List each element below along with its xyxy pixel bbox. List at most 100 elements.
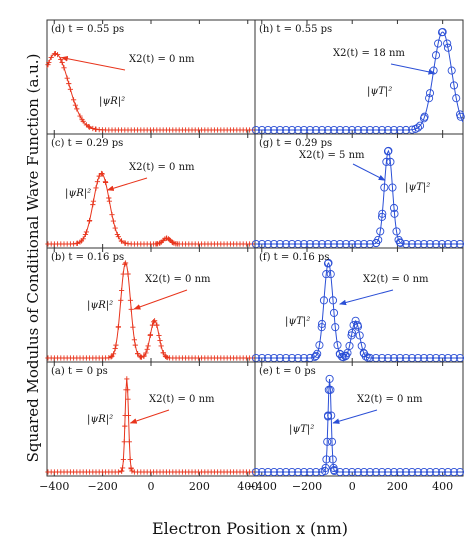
data-point	[347, 331, 356, 340]
data-point	[281, 467, 291, 477]
x-tick-label: 0	[349, 480, 356, 493]
data-point	[257, 467, 267, 477]
data-point	[329, 463, 338, 472]
data-point	[167, 237, 173, 243]
data-point	[401, 467, 411, 477]
data-point	[384, 146, 393, 155]
series-markers	[251, 27, 465, 135]
data-point	[118, 297, 124, 303]
data-point	[83, 229, 89, 235]
data-point	[345, 341, 354, 350]
data-point	[333, 341, 342, 350]
data-point	[407, 125, 417, 134]
data-point	[324, 258, 333, 267]
panel-frame	[254, 361, 464, 477]
data-point	[74, 240, 81, 246]
data-point	[125, 396, 131, 402]
data-point	[390, 209, 399, 218]
annotation-text: X2(t) = 0 nm	[149, 394, 215, 405]
data-point	[317, 319, 327, 328]
data-point	[127, 456, 133, 462]
data-point	[90, 202, 96, 208]
data-point	[415, 121, 425, 130]
data-point	[160, 350, 166, 356]
data-point	[347, 467, 357, 477]
data-point	[287, 467, 297, 477]
series-markers	[45, 376, 256, 475]
data-point	[118, 238, 124, 244]
data-point	[322, 455, 331, 464]
data-point	[380, 183, 389, 192]
series-markers	[45, 170, 256, 247]
data-point	[114, 231, 120, 238]
panel-a: (a) t = 0 ps X2(t) = 0 nm |ψR|² −400 −200 0 20…	[39, 361, 258, 493]
psi-label: |ψR|²	[87, 300, 113, 311]
psi-label: |ψR|²	[87, 414, 113, 425]
panel-label: (a) t = 0 ps	[51, 366, 108, 377]
series-markers	[251, 374, 465, 477]
data-point	[378, 209, 387, 218]
data-point	[120, 456, 127, 462]
data-point	[112, 345, 118, 352]
data-point	[86, 218, 93, 224]
data-point	[311, 351, 321, 360]
data-point	[127, 297, 134, 303]
data-point	[371, 467, 381, 477]
data-point	[320, 466, 329, 476]
data-point	[382, 157, 391, 166]
data-point	[420, 112, 429, 121]
data-point	[431, 51, 441, 60]
annotation-arrow	[133, 289, 188, 310]
data-point	[119, 287, 125, 294]
data-point	[377, 467, 387, 477]
x-tick-label: −400	[247, 480, 277, 493]
data-point	[437, 467, 447, 477]
data-point	[92, 126, 98, 132]
data-point	[156, 332, 162, 339]
data-point	[269, 467, 279, 477]
panel-label: (g) t = 0.29 ps	[259, 138, 332, 149]
data-point	[322, 270, 331, 279]
data-point	[329, 308, 339, 317]
data-point	[175, 241, 181, 247]
data-point	[59, 59, 65, 66]
data-point	[355, 331, 364, 340]
data-point	[128, 306, 134, 312]
panel-label: (f) t = 0.16 ps	[259, 252, 329, 263]
data-point	[456, 112, 465, 121]
data-point	[434, 39, 443, 48]
data-point	[115, 324, 121, 330]
data-point	[82, 231, 89, 238]
data-point	[311, 467, 321, 477]
data-point	[135, 351, 141, 357]
data-point	[419, 467, 429, 477]
x-tick-label: −200	[292, 480, 322, 493]
psi-label: |ψR|²	[99, 96, 125, 107]
data-point	[327, 437, 337, 446]
data-point	[120, 271, 126, 277]
data-point	[319, 296, 329, 305]
panel-b: (b) t = 0.16 ps X2(t) = 0 nm |ψR|²	[45, 247, 256, 363]
data-point	[349, 321, 358, 330]
data-point	[90, 198, 97, 204]
panel-h: (h) t = 0.55 ps X2(t) = 18 nm |ψT|²	[251, 19, 465, 135]
data-point	[361, 352, 370, 361]
series-line	[46, 53, 255, 131]
panel-frame	[46, 247, 256, 363]
data-point	[77, 113, 83, 119]
data-point	[67, 86, 73, 92]
panel-frame	[254, 247, 464, 363]
data-point	[327, 411, 336, 420]
data-point	[93, 185, 99, 191]
data-point	[71, 97, 77, 103]
data-point	[383, 467, 393, 477]
data-point	[128, 465, 134, 471]
data-point	[66, 81, 72, 87]
panel-label: (h) t = 0.55 ps	[259, 24, 332, 35]
x-tick-label: 0	[148, 480, 155, 493]
data-point	[321, 463, 330, 472]
data-point	[99, 171, 105, 177]
data-point	[147, 332, 153, 339]
data-point	[121, 439, 127, 445]
